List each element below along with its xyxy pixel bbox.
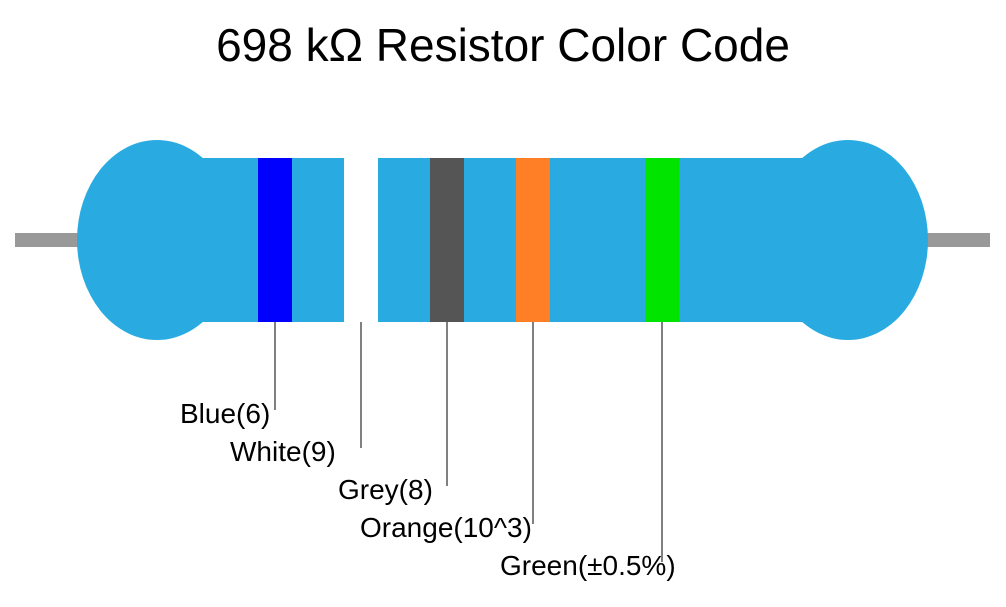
band-1-label: Blue(6)	[180, 398, 270, 430]
band-1	[258, 158, 292, 322]
band-3	[430, 158, 464, 322]
band-4-label: Orange(10^3)	[360, 512, 532, 544]
end-cap-right	[768, 140, 928, 340]
band-3-label: Grey(8)	[338, 474, 433, 506]
band-4	[516, 158, 550, 322]
end-cap-left	[77, 140, 237, 340]
band-2	[344, 158, 378, 322]
band-5	[645, 158, 679, 322]
band-5-label: Green(±0.5%)	[500, 550, 676, 582]
band-2-label: White(9)	[230, 436, 336, 468]
